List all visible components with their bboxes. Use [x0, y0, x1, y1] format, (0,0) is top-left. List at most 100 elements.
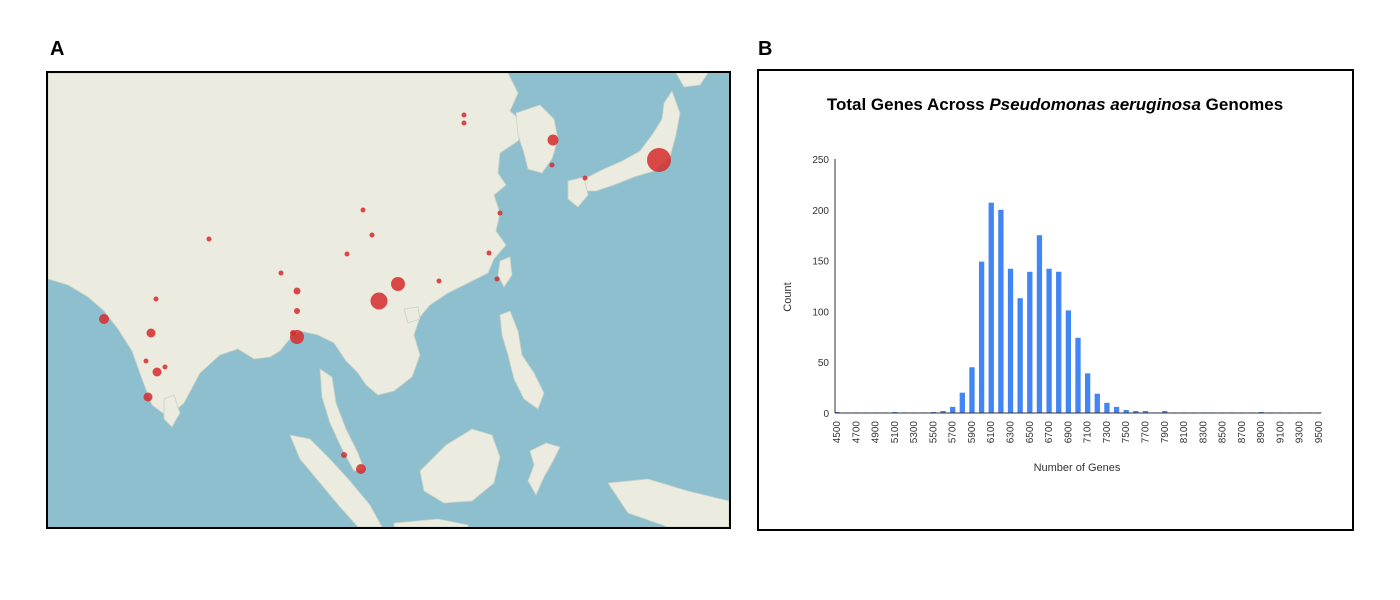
- x-tick-label: 5700: [948, 421, 959, 444]
- map-marker[interactable]: [143, 358, 149, 364]
- map-marker[interactable]: [152, 367, 162, 377]
- y-axis: 0 50 100 150 200 250: [812, 155, 829, 420]
- histogram-bar: [1056, 271, 1062, 413]
- sumatra: [289, 434, 383, 527]
- chart-title: Total Genes Across Pseudomonas aeruginos…: [827, 95, 1283, 114]
- y-tick-label: 250: [812, 155, 829, 166]
- asia-map[interactable]: [46, 71, 731, 529]
- map-marker[interactable]: [436, 278, 442, 284]
- x-tick-label: 4900: [871, 421, 882, 444]
- map-marker[interactable]: [497, 210, 503, 216]
- histogram-panel: Total Genes Across Pseudomonas aeruginos…: [757, 69, 1354, 531]
- map-marker[interactable]: [494, 276, 500, 282]
- sri-lanka: [163, 394, 181, 428]
- map-marker[interactable]: [647, 148, 671, 172]
- x-tick-label: 8100: [1179, 421, 1190, 444]
- map-marker[interactable]: [341, 452, 347, 458]
- histogram-bar: [1094, 393, 1100, 413]
- histogram-bar: [1007, 268, 1014, 413]
- map-marker[interactable]: [293, 287, 301, 295]
- histogram-bar: [1133, 410, 1139, 413]
- histogram-bar: [998, 209, 1004, 413]
- map-marker[interactable]: [547, 134, 559, 146]
- x-tick-label: 6700: [1044, 421, 1055, 444]
- map-marker[interactable]: [146, 328, 156, 338]
- histogram-bar: [988, 202, 994, 413]
- histogram-bar: [930, 411, 937, 413]
- x-axis-label: Number of Genes: [1034, 462, 1121, 474]
- map-marker[interactable]: [582, 175, 588, 181]
- histogram-bar: [1046, 268, 1052, 413]
- histogram-bar: [1065, 310, 1072, 413]
- map-marker[interactable]: [486, 250, 492, 256]
- x-tick-label: 7300: [1102, 421, 1113, 444]
- panel-label-a: A: [50, 38, 65, 60]
- map-marker[interactable]: [153, 296, 159, 302]
- x-tick-label: 6300: [1006, 421, 1017, 444]
- map-marker[interactable]: [461, 112, 467, 118]
- new-guinea: [607, 478, 729, 527]
- histogram-bar: [892, 411, 898, 413]
- map-marker[interactable]: [290, 330, 304, 344]
- map-marker[interactable]: [206, 236, 212, 242]
- bars: [834, 202, 1322, 413]
- map-marker[interactable]: [278, 270, 284, 276]
- y-tick-label: 150: [812, 257, 829, 268]
- sulawesi: [527, 442, 561, 496]
- occurrence-markers: [99, 112, 671, 474]
- x-tick-label: 6900: [1063, 421, 1074, 444]
- map-marker[interactable]: [370, 292, 388, 310]
- histogram-chart: Total Genes Across Pseudomonas aeruginos…: [782, 95, 1325, 474]
- japan-hokkaido: [675, 73, 709, 88]
- histogram-bar: [969, 367, 975, 413]
- histogram-bar: [1258, 411, 1264, 413]
- histogram-bar: [1075, 337, 1081, 413]
- x-tick-label: 5100: [890, 421, 901, 444]
- x-tick-label: 9300: [1295, 421, 1306, 444]
- map-marker[interactable]: [360, 207, 366, 213]
- map-marker[interactable]: [162, 364, 168, 370]
- x-tick-label: 8900: [1256, 421, 1267, 444]
- histogram-bar: [1036, 235, 1043, 413]
- x-tick-label: 4700: [851, 421, 862, 444]
- x-tick-label: 9100: [1275, 421, 1286, 444]
- x-tick-label: 7700: [1140, 421, 1151, 444]
- histogram-bar: [1113, 406, 1120, 413]
- x-tick-label: 8700: [1237, 421, 1248, 444]
- map-marker[interactable]: [369, 232, 375, 238]
- philippines: [499, 310, 545, 410]
- histogram-bar: [1162, 410, 1168, 413]
- histogram-bar: [1084, 373, 1091, 413]
- x-axis: 4500 4700 4900 5100 5300 5500 5700 5900 6100 6300…: [832, 421, 1325, 444]
- x-tick-label: 7500: [1121, 421, 1132, 444]
- y-tick-label: 200: [812, 206, 829, 217]
- x-tick-label: 8500: [1218, 421, 1229, 444]
- histogram-bar: [950, 406, 956, 413]
- x-tick-label: 5900: [967, 421, 978, 444]
- y-axis-label: Count: [782, 282, 794, 311]
- histogram-bar: [1017, 298, 1023, 413]
- map-marker[interactable]: [461, 120, 467, 126]
- japan-kyushu: [567, 176, 589, 208]
- x-tick-label: 6100: [986, 421, 997, 444]
- map-marker[interactable]: [99, 314, 109, 324]
- map-marker[interactable]: [549, 162, 555, 168]
- y-tick-label: 100: [812, 307, 829, 318]
- x-tick-label: 5500: [928, 421, 939, 444]
- map-marker[interactable]: [356, 464, 366, 474]
- map-marker[interactable]: [143, 392, 153, 402]
- y-tick-label: 0: [823, 409, 829, 420]
- histogram-bar: [1142, 410, 1149, 413]
- korea: [515, 104, 559, 174]
- histogram-bar: [978, 261, 985, 413]
- x-tick-label: 6500: [1025, 421, 1036, 444]
- map-marker[interactable]: [344, 251, 350, 257]
- map-marker[interactable]: [294, 308, 300, 314]
- panel-label-b: B: [758, 38, 773, 60]
- histogram-bar: [959, 392, 965, 413]
- x-tick-label: 5300: [909, 421, 920, 444]
- x-tick-label: 8300: [1198, 421, 1209, 444]
- histogram-bar: [834, 411, 840, 413]
- taiwan: [497, 256, 513, 288]
- map-marker[interactable]: [391, 277, 405, 291]
